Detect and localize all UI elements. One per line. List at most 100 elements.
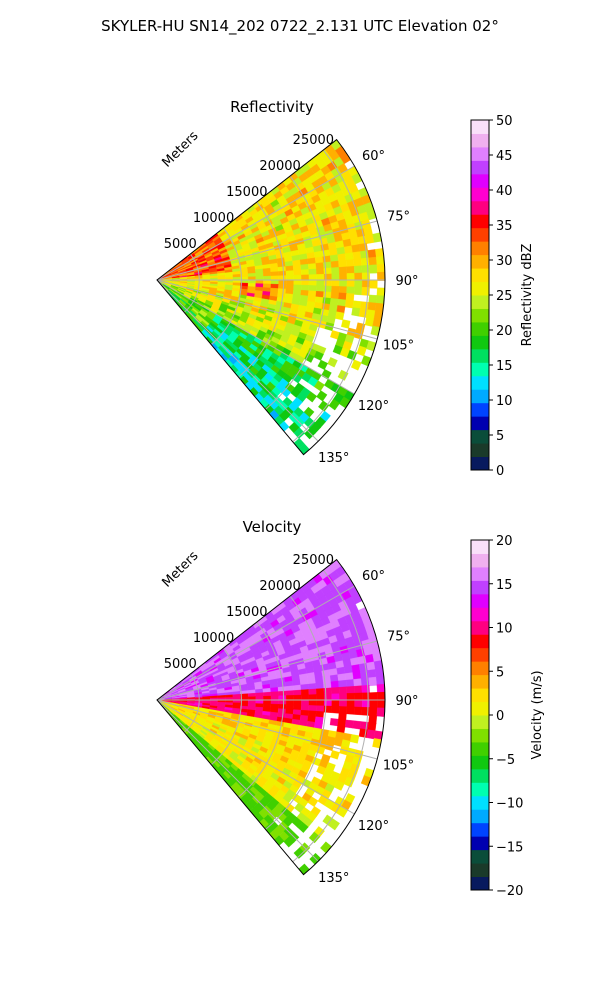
range-ring bbox=[183, 253, 200, 313]
colorbar-swatch bbox=[471, 160, 489, 175]
azimuth-tick-label: 60° bbox=[362, 149, 385, 164]
azimuth-tick-label: 135° bbox=[318, 871, 349, 886]
range-tick-label: 25000 bbox=[293, 553, 334, 568]
azimuth-tick-label: 75° bbox=[387, 209, 410, 224]
field-cell bbox=[323, 705, 332, 713]
colorbar-swatch bbox=[471, 540, 489, 554]
field-cell bbox=[308, 688, 317, 696]
colorbar-tick-label: 0 bbox=[496, 709, 504, 724]
colorbar-tick-label: −10 bbox=[496, 797, 523, 812]
field-cell bbox=[300, 269, 310, 276]
colorbar-swatch bbox=[471, 146, 489, 161]
colorbar-tick-label: −15 bbox=[496, 840, 523, 855]
colorbar-swatch bbox=[471, 647, 489, 662]
range-tick-label: 20000 bbox=[259, 579, 300, 594]
colorbar-swatch bbox=[471, 593, 489, 608]
colorbar-tick-label: 20 bbox=[496, 324, 513, 339]
range-ring bbox=[238, 621, 285, 798]
range-tick-label: 15000 bbox=[226, 185, 267, 200]
velocity-range-unit-label: Meters bbox=[160, 548, 202, 590]
range-ring bbox=[292, 149, 369, 443]
range-ring bbox=[210, 647, 242, 766]
field-cell bbox=[328, 398, 340, 411]
velocity-colorbar-label: Velocity (m/s) bbox=[530, 670, 545, 759]
azimuth-tick-label: 60° bbox=[362, 569, 385, 584]
range-ring bbox=[183, 673, 200, 733]
field-cell bbox=[344, 719, 354, 729]
colorbar-swatch bbox=[471, 836, 489, 851]
azimuth-tick-label: 120° bbox=[358, 399, 389, 414]
field-cell bbox=[335, 311, 345, 321]
field-cell bbox=[354, 699, 363, 709]
colorbar-swatch bbox=[471, 822, 489, 837]
azimuth-spoke bbox=[156, 220, 378, 281]
colorbar-tick-label: 45 bbox=[496, 149, 513, 164]
field-cell bbox=[304, 353, 315, 363]
field-cell bbox=[331, 279, 340, 288]
colorbar-tick-label: 40 bbox=[496, 184, 513, 199]
colorbar-swatch bbox=[471, 755, 489, 770]
colorbar-swatch bbox=[471, 120, 489, 134]
range-tick-label: 25000 bbox=[293, 133, 334, 148]
range-tick-label: 10000 bbox=[193, 631, 234, 646]
colorbar-swatch bbox=[471, 429, 489, 444]
velocity-azimuth-ticks: 60° 75° 90° 105° 120° 135° bbox=[318, 569, 418, 886]
field-cell bbox=[283, 836, 295, 848]
azimuth-spoke bbox=[156, 279, 319, 442]
azimuth-spoke bbox=[156, 279, 378, 340]
azimuth-tick-label: 135° bbox=[318, 451, 349, 466]
field-cell bbox=[369, 264, 378, 274]
field-cell bbox=[377, 699, 385, 709]
colorbar-tick-label: 10 bbox=[496, 622, 513, 637]
field-cell bbox=[369, 699, 378, 709]
velocity-panel: Velocity 60° 75° 90° 105° 120° 135° 5000 10000… bbox=[156, 518, 545, 899]
field-cell bbox=[344, 299, 354, 309]
velocity-title: Velocity bbox=[243, 518, 302, 536]
field-cell bbox=[352, 720, 362, 730]
azimuth-spoke bbox=[156, 165, 355, 281]
colorbar-swatch bbox=[471, 254, 489, 269]
field-cell bbox=[349, 734, 360, 744]
colorbar-swatch bbox=[471, 416, 489, 431]
azimuth-spoke bbox=[156, 279, 355, 395]
azimuth-spoke bbox=[156, 699, 378, 760]
colorbar-swatch bbox=[471, 295, 489, 309]
field-cell bbox=[331, 687, 340, 695]
field-cell bbox=[334, 780, 345, 791]
reflectivity-panel: Reflectivity 60° 75° 90° 105° 120° 135° 5000 1… bbox=[156, 98, 535, 479]
colorbar-swatch bbox=[471, 348, 489, 363]
field-cell bbox=[329, 718, 339, 727]
reflectivity-title: Reflectivity bbox=[230, 98, 314, 116]
range-ring bbox=[210, 227, 242, 346]
colorbar-swatch bbox=[471, 402, 489, 417]
colorbar-swatch bbox=[471, 133, 489, 148]
range-ring bbox=[265, 595, 327, 830]
range-ring bbox=[265, 175, 327, 410]
velocity-colorbar: −20 −15 −10 −5 0 5 10 15 20 bbox=[470, 534, 523, 899]
velocity-sector-outline bbox=[156, 558, 386, 876]
reflectivity-range-unit-label: Meters bbox=[160, 128, 202, 170]
field-cell bbox=[323, 699, 332, 707]
range-tick-label: 20000 bbox=[259, 159, 300, 174]
azimuth-tick-label: 105° bbox=[383, 339, 414, 354]
colorbar-swatch bbox=[471, 241, 489, 256]
colorbar-swatch bbox=[471, 741, 489, 756]
reflectivity-colorbar: 0 5 10 15 20 25 30 35 40 45 50 bbox=[470, 114, 513, 479]
colorbar-tick-label: 20 bbox=[496, 534, 513, 549]
reflectivity-grid bbox=[156, 149, 385, 443]
azimuth-spoke bbox=[156, 699, 319, 862]
field-cell bbox=[337, 369, 349, 381]
azimuth-tick-label: 105° bbox=[383, 759, 414, 774]
colorbar-swatch bbox=[471, 214, 489, 229]
colorbar-tick-label: 50 bbox=[496, 114, 513, 129]
colorbar-swatch bbox=[471, 456, 489, 471]
field-cell bbox=[376, 676, 385, 686]
colorbar-tick-label: 30 bbox=[496, 254, 513, 269]
field-cell bbox=[366, 729, 376, 740]
field-cell bbox=[293, 269, 302, 276]
field-cell bbox=[377, 691, 385, 701]
field-cell bbox=[353, 706, 363, 716]
field-cell bbox=[338, 686, 348, 695]
field-cell bbox=[377, 271, 385, 281]
colorbar-swatch bbox=[471, 607, 489, 622]
